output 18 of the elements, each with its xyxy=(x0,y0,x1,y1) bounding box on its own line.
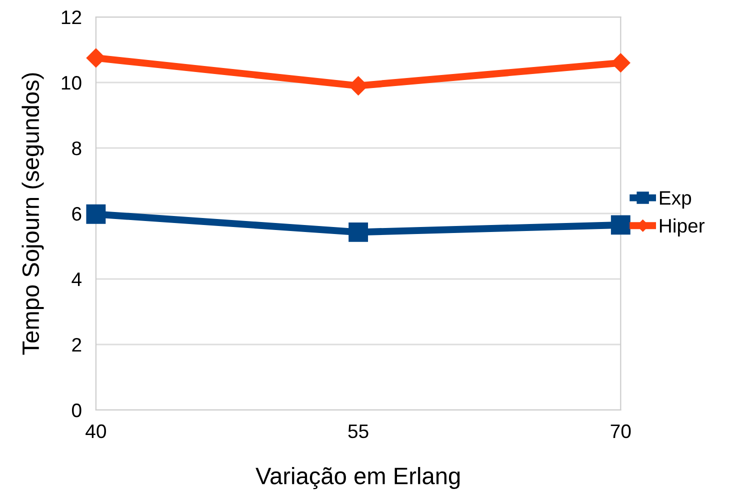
point xyxy=(86,48,106,68)
y-tick-label: 0 xyxy=(72,403,82,418)
point xyxy=(610,215,630,235)
y-axis-title: Tempo Sojourn (segundos) xyxy=(22,73,44,355)
y-tick-label: 4 xyxy=(72,272,82,286)
x-tick-label: 55 xyxy=(348,424,368,438)
legend-label: Hiper xyxy=(660,218,705,236)
x-tick-label: 70 xyxy=(610,424,631,438)
y-tick-label: 12 xyxy=(62,10,82,24)
x-axis-title: Variação em Erlang xyxy=(256,467,460,490)
x-tick-label: 40 xyxy=(86,424,106,438)
point xyxy=(86,204,106,224)
y-tick-label: 8 xyxy=(72,141,82,156)
y-tick-label: 6 xyxy=(72,206,82,221)
legend-label: Exp xyxy=(660,191,692,209)
point xyxy=(348,222,368,242)
y-tick-label: 2 xyxy=(72,338,82,352)
y-tick-label: 10 xyxy=(62,76,82,90)
